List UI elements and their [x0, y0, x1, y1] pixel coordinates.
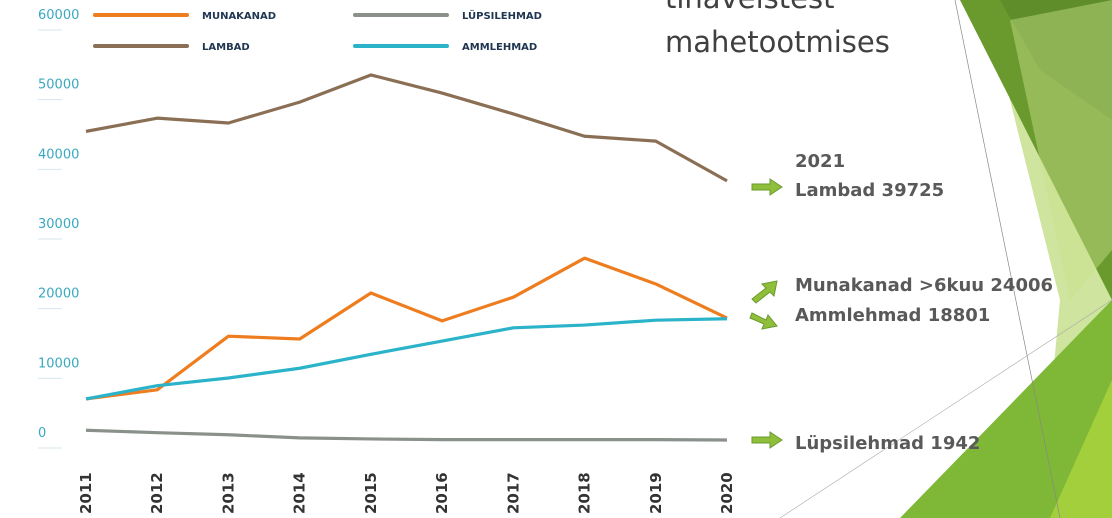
series-line — [86, 258, 727, 399]
arrows — [750, 179, 782, 448]
annotation: Ammlehmad 18801 — [795, 305, 990, 326]
legend-label: LÜPSILEHMAD — [462, 8, 542, 22]
x-tick-label: 2015 — [362, 472, 380, 514]
title-line: tihaveistest — [665, 0, 834, 15]
title-line: mahetootmises — [665, 25, 890, 59]
y-tick-label: 50000 — [38, 78, 79, 93]
legend-label: LAMBAD — [202, 42, 250, 53]
annotation: Lambad 39725 — [795, 180, 944, 201]
y-tick-label: 40000 — [38, 147, 79, 162]
legend-label: MUNAKANAD — [202, 11, 276, 22]
x-tick-label: 2016 — [433, 472, 451, 514]
x-tick-label: 2011 — [77, 472, 95, 514]
x-tick-label: 2014 — [291, 472, 309, 514]
x-tick-label: 2018 — [576, 472, 594, 514]
series-line — [86, 75, 727, 181]
annotation: Munakanad >6kuu 24006 — [795, 275, 1053, 296]
y-tick-label: 0 — [38, 426, 46, 441]
annotation: Lüpsilehmad 1942 — [795, 433, 980, 454]
x-tick-label: 2020 — [718, 472, 736, 514]
series-line — [86, 430, 727, 440]
slide: tihaveistest mahetootmises 2021 Lambad 3… — [0, 0, 1112, 518]
x-tick-label: 2012 — [148, 472, 166, 514]
y-tick-label: 10000 — [38, 356, 79, 371]
y-tick-label: 60000 — [38, 8, 79, 23]
page: tihaveistest mahetootmises 2021 Lambad 3… — [0, 0, 1112, 518]
x-tick-label: 2019 — [647, 472, 665, 514]
annotation: 2021 — [795, 151, 845, 172]
x-tick-label: 2017 — [504, 472, 522, 514]
y-tick-label: 20000 — [38, 287, 79, 302]
legend-label: AMMLEHMAD — [462, 42, 537, 53]
y-tick-label: 30000 — [38, 217, 79, 232]
x-tick-label: 2013 — [219, 472, 237, 514]
series-line — [86, 319, 727, 399]
